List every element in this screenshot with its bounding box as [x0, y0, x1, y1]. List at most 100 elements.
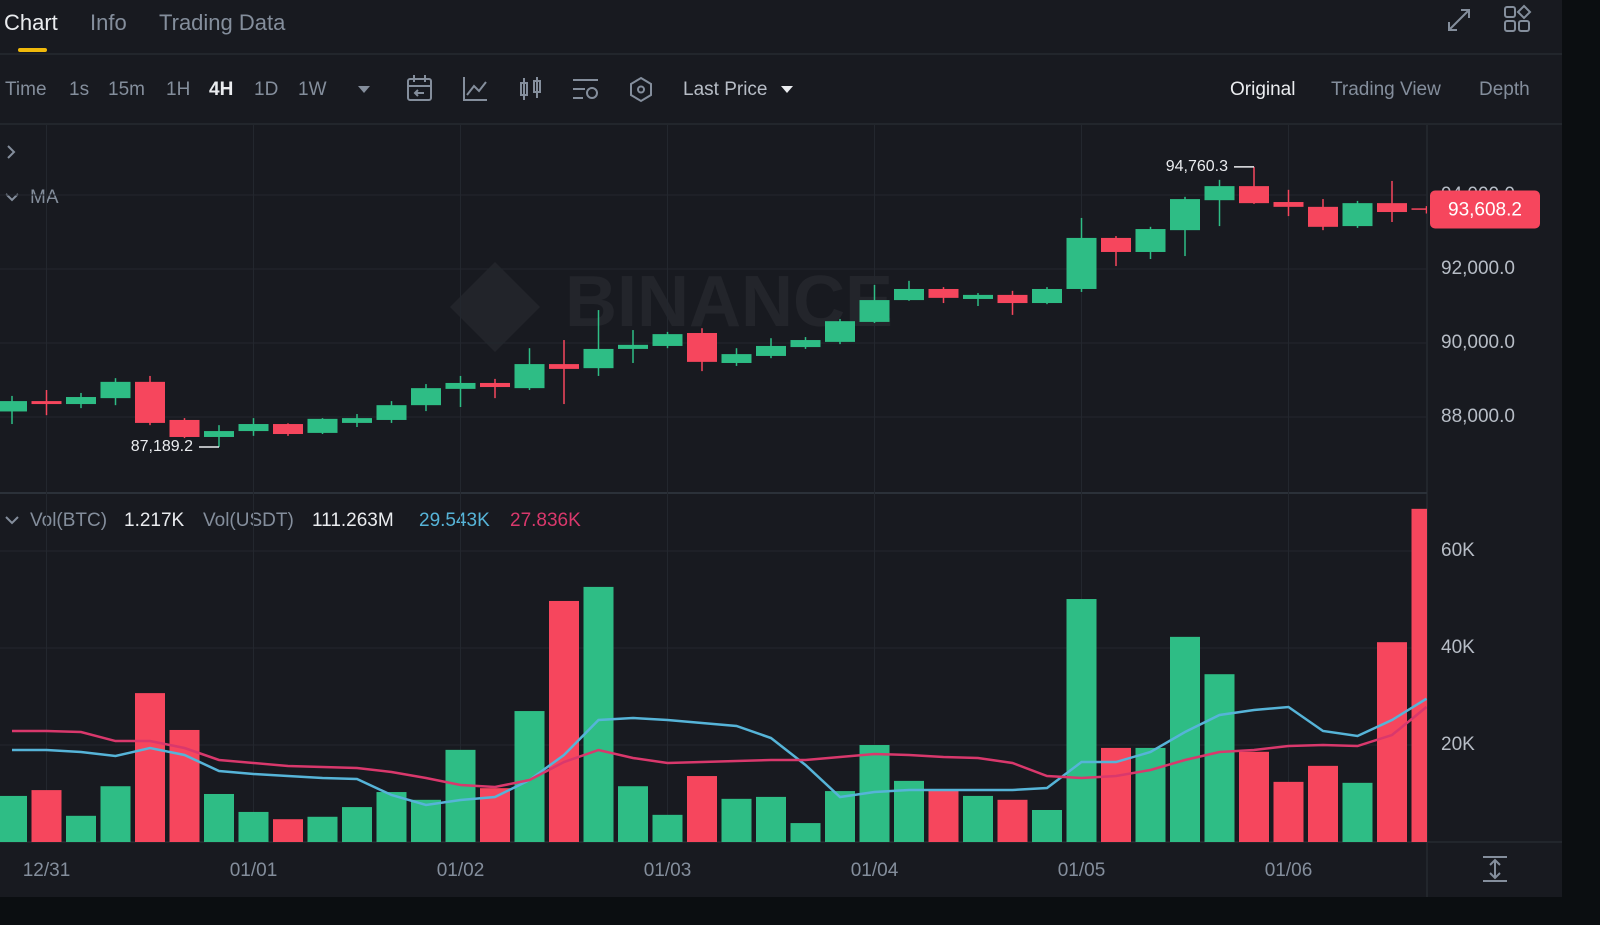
candle-body	[790, 340, 821, 348]
volume-bar	[0, 795, 27, 842]
y-tick-label: 90,000.0	[1441, 332, 1515, 353]
x-tick-label: 12/31	[23, 860, 71, 881]
interval-button[interactable]: 1W	[298, 79, 327, 100]
volume-bar	[31, 790, 62, 842]
tab[interactable]: Chart	[4, 10, 58, 35]
volume-bar	[1101, 747, 1131, 842]
last-price-label: 93,608.2	[1448, 200, 1522, 221]
y-tick-label: 60K	[1441, 540, 1475, 561]
volume-bar	[687, 776, 717, 842]
x-tick-label: 01/01	[230, 860, 278, 881]
collapse-chevron[interactable]	[5, 516, 19, 525]
interval-button[interactable]: 1H	[166, 79, 190, 100]
candle-body	[100, 381, 131, 399]
tab-indicator	[18, 48, 47, 52]
view-button[interactable]: Depth	[1479, 79, 1530, 100]
volume-bar	[825, 791, 855, 842]
candle-body	[1273, 202, 1304, 207]
interval-button[interactable]: 1D	[254, 79, 278, 100]
candle-body	[1135, 229, 1166, 252]
candle-icon[interactable]	[520, 77, 541, 100]
volume-bar	[1170, 636, 1200, 842]
y-tick-label: 40K	[1441, 637, 1475, 658]
interval-button[interactable]: 4H	[209, 79, 233, 100]
plot	[0, 166, 1427, 842]
candle-body	[583, 348, 614, 369]
volume-bar	[790, 823, 821, 842]
volume-legend: 1.217K	[124, 510, 185, 531]
volume-bar	[1377, 642, 1407, 842]
volume-bar	[928, 789, 959, 842]
tab[interactable]: Trading Data	[159, 10, 286, 35]
hex-icon[interactable]	[630, 76, 652, 103]
candle-body	[376, 405, 407, 420]
candle-body	[1032, 288, 1062, 304]
view-button[interactable]: Original	[1230, 79, 1295, 100]
volume-bar	[549, 600, 579, 842]
x-tick-label: 01/06	[1265, 860, 1313, 881]
dropdown-icon[interactable]	[781, 86, 793, 93]
interval-button[interactable]: 1s	[69, 79, 89, 100]
price-type-select[interactable]: Last Price	[683, 79, 767, 100]
toolbar-label: Time	[5, 79, 47, 100]
candle-body	[204, 431, 234, 437]
candle-body	[928, 288, 959, 298]
calendar-icon[interactable]	[407, 75, 432, 101]
volume-bar	[1032, 809, 1062, 842]
candle-body	[756, 345, 786, 356]
tab[interactable]: Info	[90, 10, 127, 35]
indicator-name: MA	[30, 187, 59, 208]
candle-body	[963, 294, 993, 299]
volume-bar	[1411, 508, 1427, 842]
last-price-tag	[1430, 190, 1540, 229]
candle-body	[1239, 186, 1269, 204]
volume-bar	[1135, 747, 1166, 842]
candle-body	[238, 424, 269, 432]
watermark-logo	[450, 262, 540, 352]
volume-bar	[583, 586, 614, 842]
candle-body	[1308, 206, 1338, 227]
candle-body	[66, 397, 96, 405]
candle-body	[514, 364, 545, 389]
volume-legend: 111.263M	[312, 510, 394, 531]
volume-bar	[1342, 782, 1373, 842]
volume-legend: Vol(USDT)	[203, 510, 294, 531]
candle-body	[31, 401, 62, 405]
legend-entry: 29.543K	[419, 510, 490, 531]
annotation-label: 94,760.3	[1166, 158, 1228, 175]
dropdown-icon[interactable]	[358, 86, 370, 93]
line-chart-icon[interactable]	[463, 77, 487, 101]
volume-bar	[100, 786, 131, 842]
candle-body	[1377, 203, 1407, 213]
candle-body	[721, 354, 752, 363]
view-button[interactable]: Trading View	[1331, 79, 1441, 100]
volume-bar	[652, 814, 683, 842]
volume-bar	[135, 693, 165, 842]
volume-bar	[756, 796, 786, 842]
layout-icon[interactable]	[1504, 4, 1532, 32]
collapse-chevron[interactable]	[5, 193, 19, 202]
settings-icon[interactable]	[573, 79, 598, 99]
candle-body	[135, 381, 165, 423]
volume-bar	[514, 711, 545, 842]
volume-bar	[204, 793, 234, 842]
volume-bar	[997, 799, 1028, 842]
candle-body	[480, 382, 510, 388]
expand-icon[interactable]	[1448, 9, 1470, 31]
interval-button[interactable]: 15m	[108, 79, 145, 100]
volume-bar	[618, 786, 648, 842]
candle-body	[825, 321, 855, 342]
volume-legend: Vol(BTC)	[30, 510, 107, 531]
ma-line	[12, 697, 1427, 807]
candle-body	[445, 382, 476, 389]
expand-chevron[interactable]	[7, 145, 16, 159]
candle-body	[859, 300, 890, 322]
candle-body	[894, 288, 924, 301]
candle-body	[1411, 208, 1427, 210]
volume-bar	[1204, 674, 1235, 842]
volume-bar	[411, 799, 441, 842]
scale-icon[interactable]	[1483, 856, 1507, 882]
volume-bar	[1308, 765, 1338, 842]
volume-bar	[273, 819, 303, 842]
